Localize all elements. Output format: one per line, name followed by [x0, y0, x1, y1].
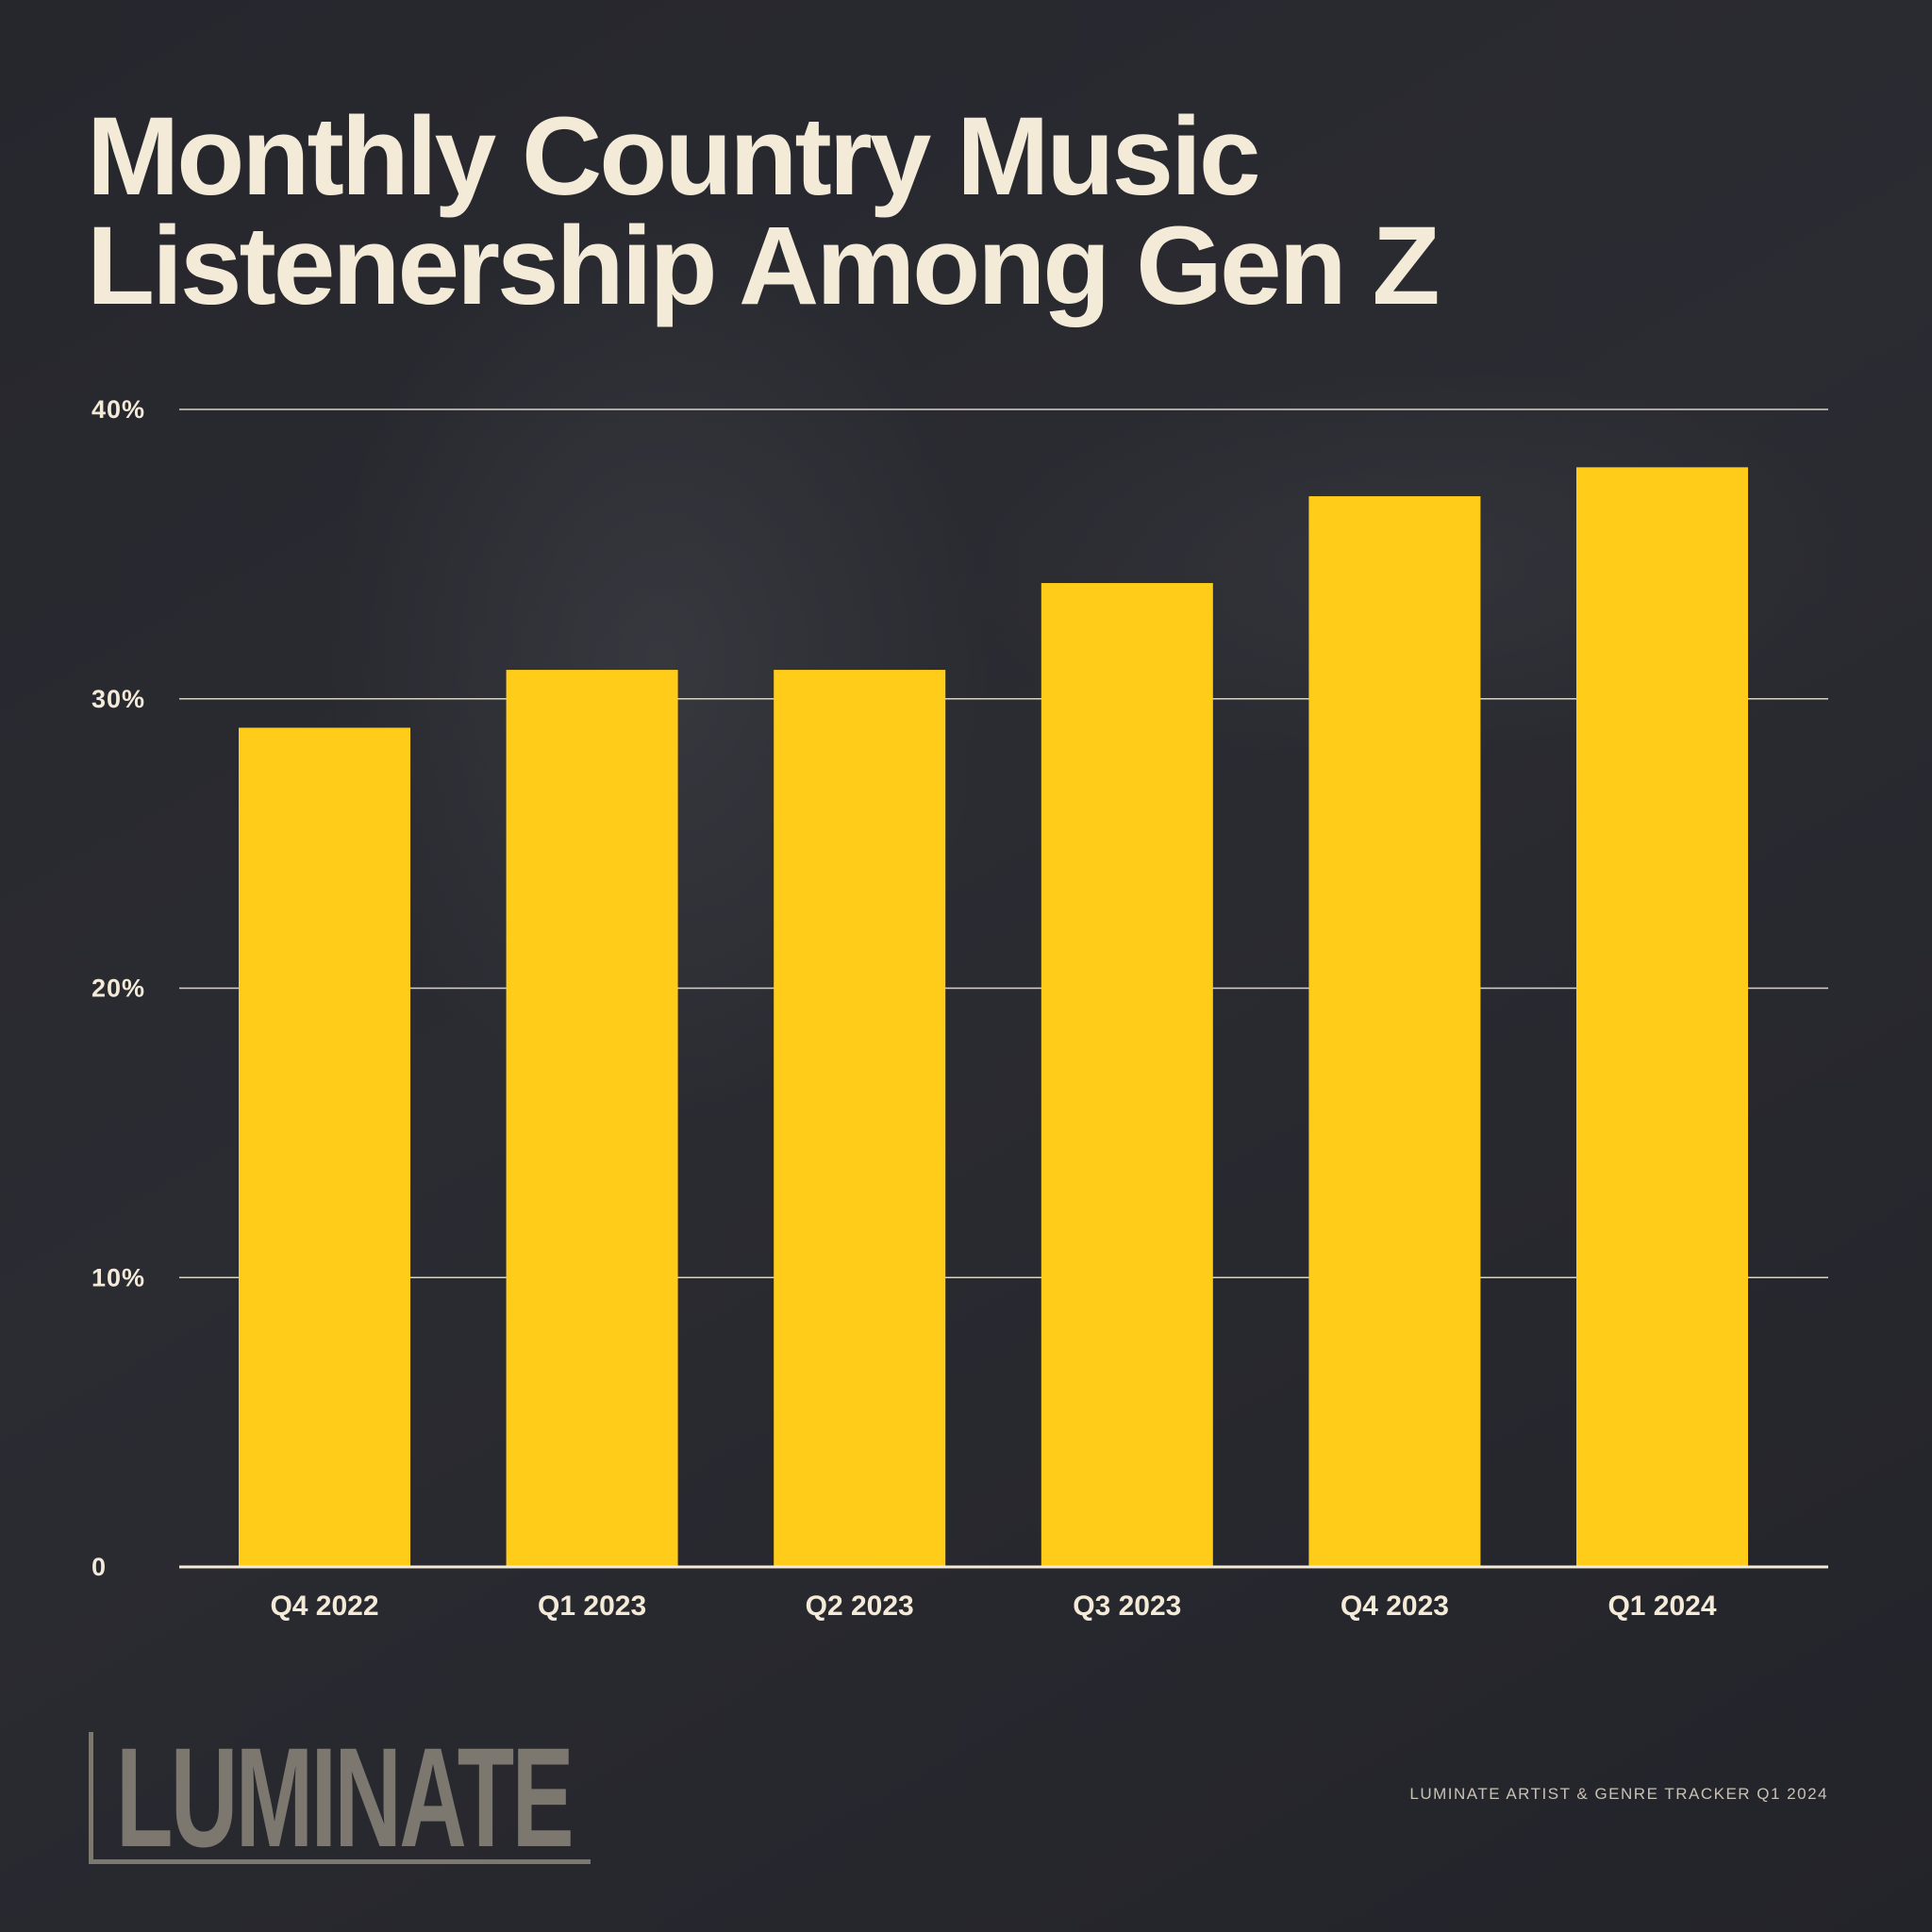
bar	[1308, 496, 1481, 1567]
y-tick-label: 0	[92, 1553, 107, 1581]
bar	[774, 670, 946, 1567]
x-tick-label: Q4 2023	[1341, 1591, 1449, 1622]
y-tick-label: 40%	[92, 395, 145, 424]
bar	[1041, 583, 1213, 1567]
bar	[239, 727, 410, 1567]
bar	[1576, 467, 1748, 1568]
source-note: LUMINATE ARTIST & GENRE TRACKER Q1 2024	[1409, 1785, 1828, 1803]
y-tick-label: 30%	[92, 685, 145, 713]
logo-text: LUMINATE	[116, 1718, 575, 1876]
y-tick-label: 20%	[92, 974, 145, 1003]
x-tick-label: Q1 2024	[1607, 1591, 1716, 1622]
x-tick-label: Q4 2022	[270, 1591, 378, 1622]
chart-title: Monthly Country Music Listenership Among…	[87, 94, 1441, 328]
x-tick-label: Q2 2023	[806, 1591, 914, 1622]
title-line-1: Monthly Country Music	[87, 94, 1261, 219]
title-line-2: Listenership Among Gen Z	[87, 204, 1441, 328]
y-tick-label: 10%	[92, 1263, 145, 1291]
luminate-logo: LUMINATE	[89, 1726, 591, 1868]
bar	[506, 670, 678, 1567]
x-tick-label: Q3 2023	[1073, 1591, 1181, 1622]
x-tick-label: Q1 2023	[538, 1591, 646, 1622]
